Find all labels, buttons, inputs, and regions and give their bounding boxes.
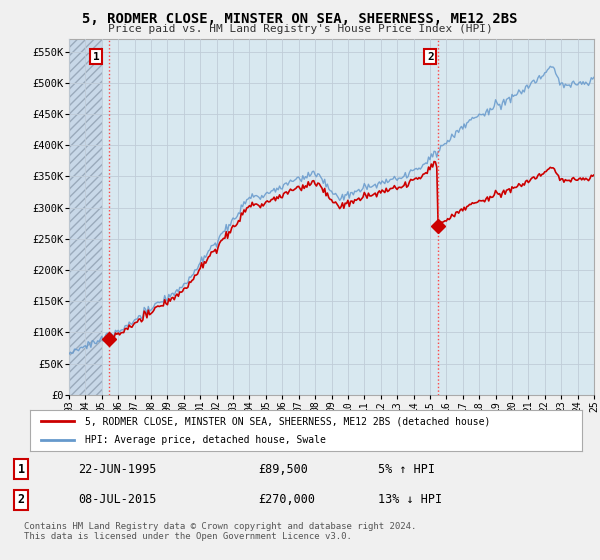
Text: 2: 2 xyxy=(17,493,25,506)
Text: 5% ↑ HPI: 5% ↑ HPI xyxy=(378,463,435,475)
Text: 13% ↓ HPI: 13% ↓ HPI xyxy=(378,493,442,506)
Text: £270,000: £270,000 xyxy=(258,493,315,506)
Text: 1: 1 xyxy=(93,52,100,62)
Text: Price paid vs. HM Land Registry's House Price Index (HPI): Price paid vs. HM Land Registry's House … xyxy=(107,24,493,34)
Text: HPI: Average price, detached house, Swale: HPI: Average price, detached house, Swal… xyxy=(85,435,326,445)
Text: 08-JUL-2015: 08-JUL-2015 xyxy=(78,493,157,506)
Text: 2: 2 xyxy=(427,52,434,62)
Text: Contains HM Land Registry data © Crown copyright and database right 2024.
This d: Contains HM Land Registry data © Crown c… xyxy=(24,522,416,542)
Text: 22-JUN-1995: 22-JUN-1995 xyxy=(78,463,157,475)
Text: £89,500: £89,500 xyxy=(258,463,308,475)
Text: 5, RODMER CLOSE, MINSTER ON SEA, SHEERNESS, ME12 2BS (detached house): 5, RODMER CLOSE, MINSTER ON SEA, SHEERNE… xyxy=(85,417,491,426)
Text: 1: 1 xyxy=(17,463,25,475)
Text: 5, RODMER CLOSE, MINSTER ON SEA, SHEERNESS, ME12 2BS: 5, RODMER CLOSE, MINSTER ON SEA, SHEERNE… xyxy=(82,12,518,26)
